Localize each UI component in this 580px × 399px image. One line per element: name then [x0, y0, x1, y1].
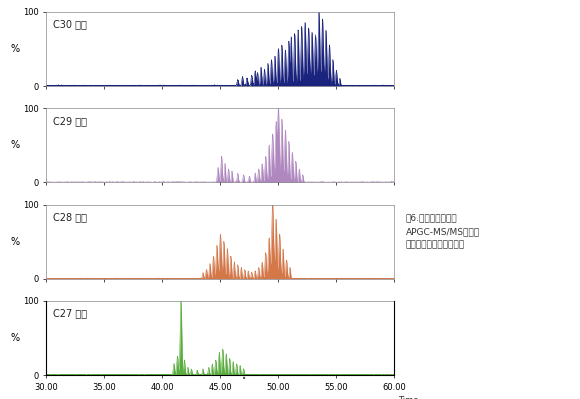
Y-axis label: %: % — [10, 44, 19, 54]
Text: C29 奁烷: C29 奁烷 — [53, 116, 88, 126]
Y-axis label: %: % — [10, 140, 19, 150]
Text: Time: Time — [398, 396, 418, 399]
Y-axis label: %: % — [10, 333, 19, 343]
Text: C27 奁烷: C27 奁烷 — [53, 308, 88, 318]
Y-axis label: %: % — [10, 237, 19, 247]
Text: C28 奁烷: C28 奁烷 — [53, 212, 88, 222]
Text: C30 奁烷: C30 奁烷 — [53, 20, 87, 30]
Text: 图6.科特迪瓦石油的
APGC-MS/MS分析，
确证了海洋环境的影响。: 图6.科特迪瓦石油的 APGC-MS/MS分析， 确证了海洋环境的影响。 — [406, 214, 480, 249]
Text: ·: · — [241, 370, 246, 389]
